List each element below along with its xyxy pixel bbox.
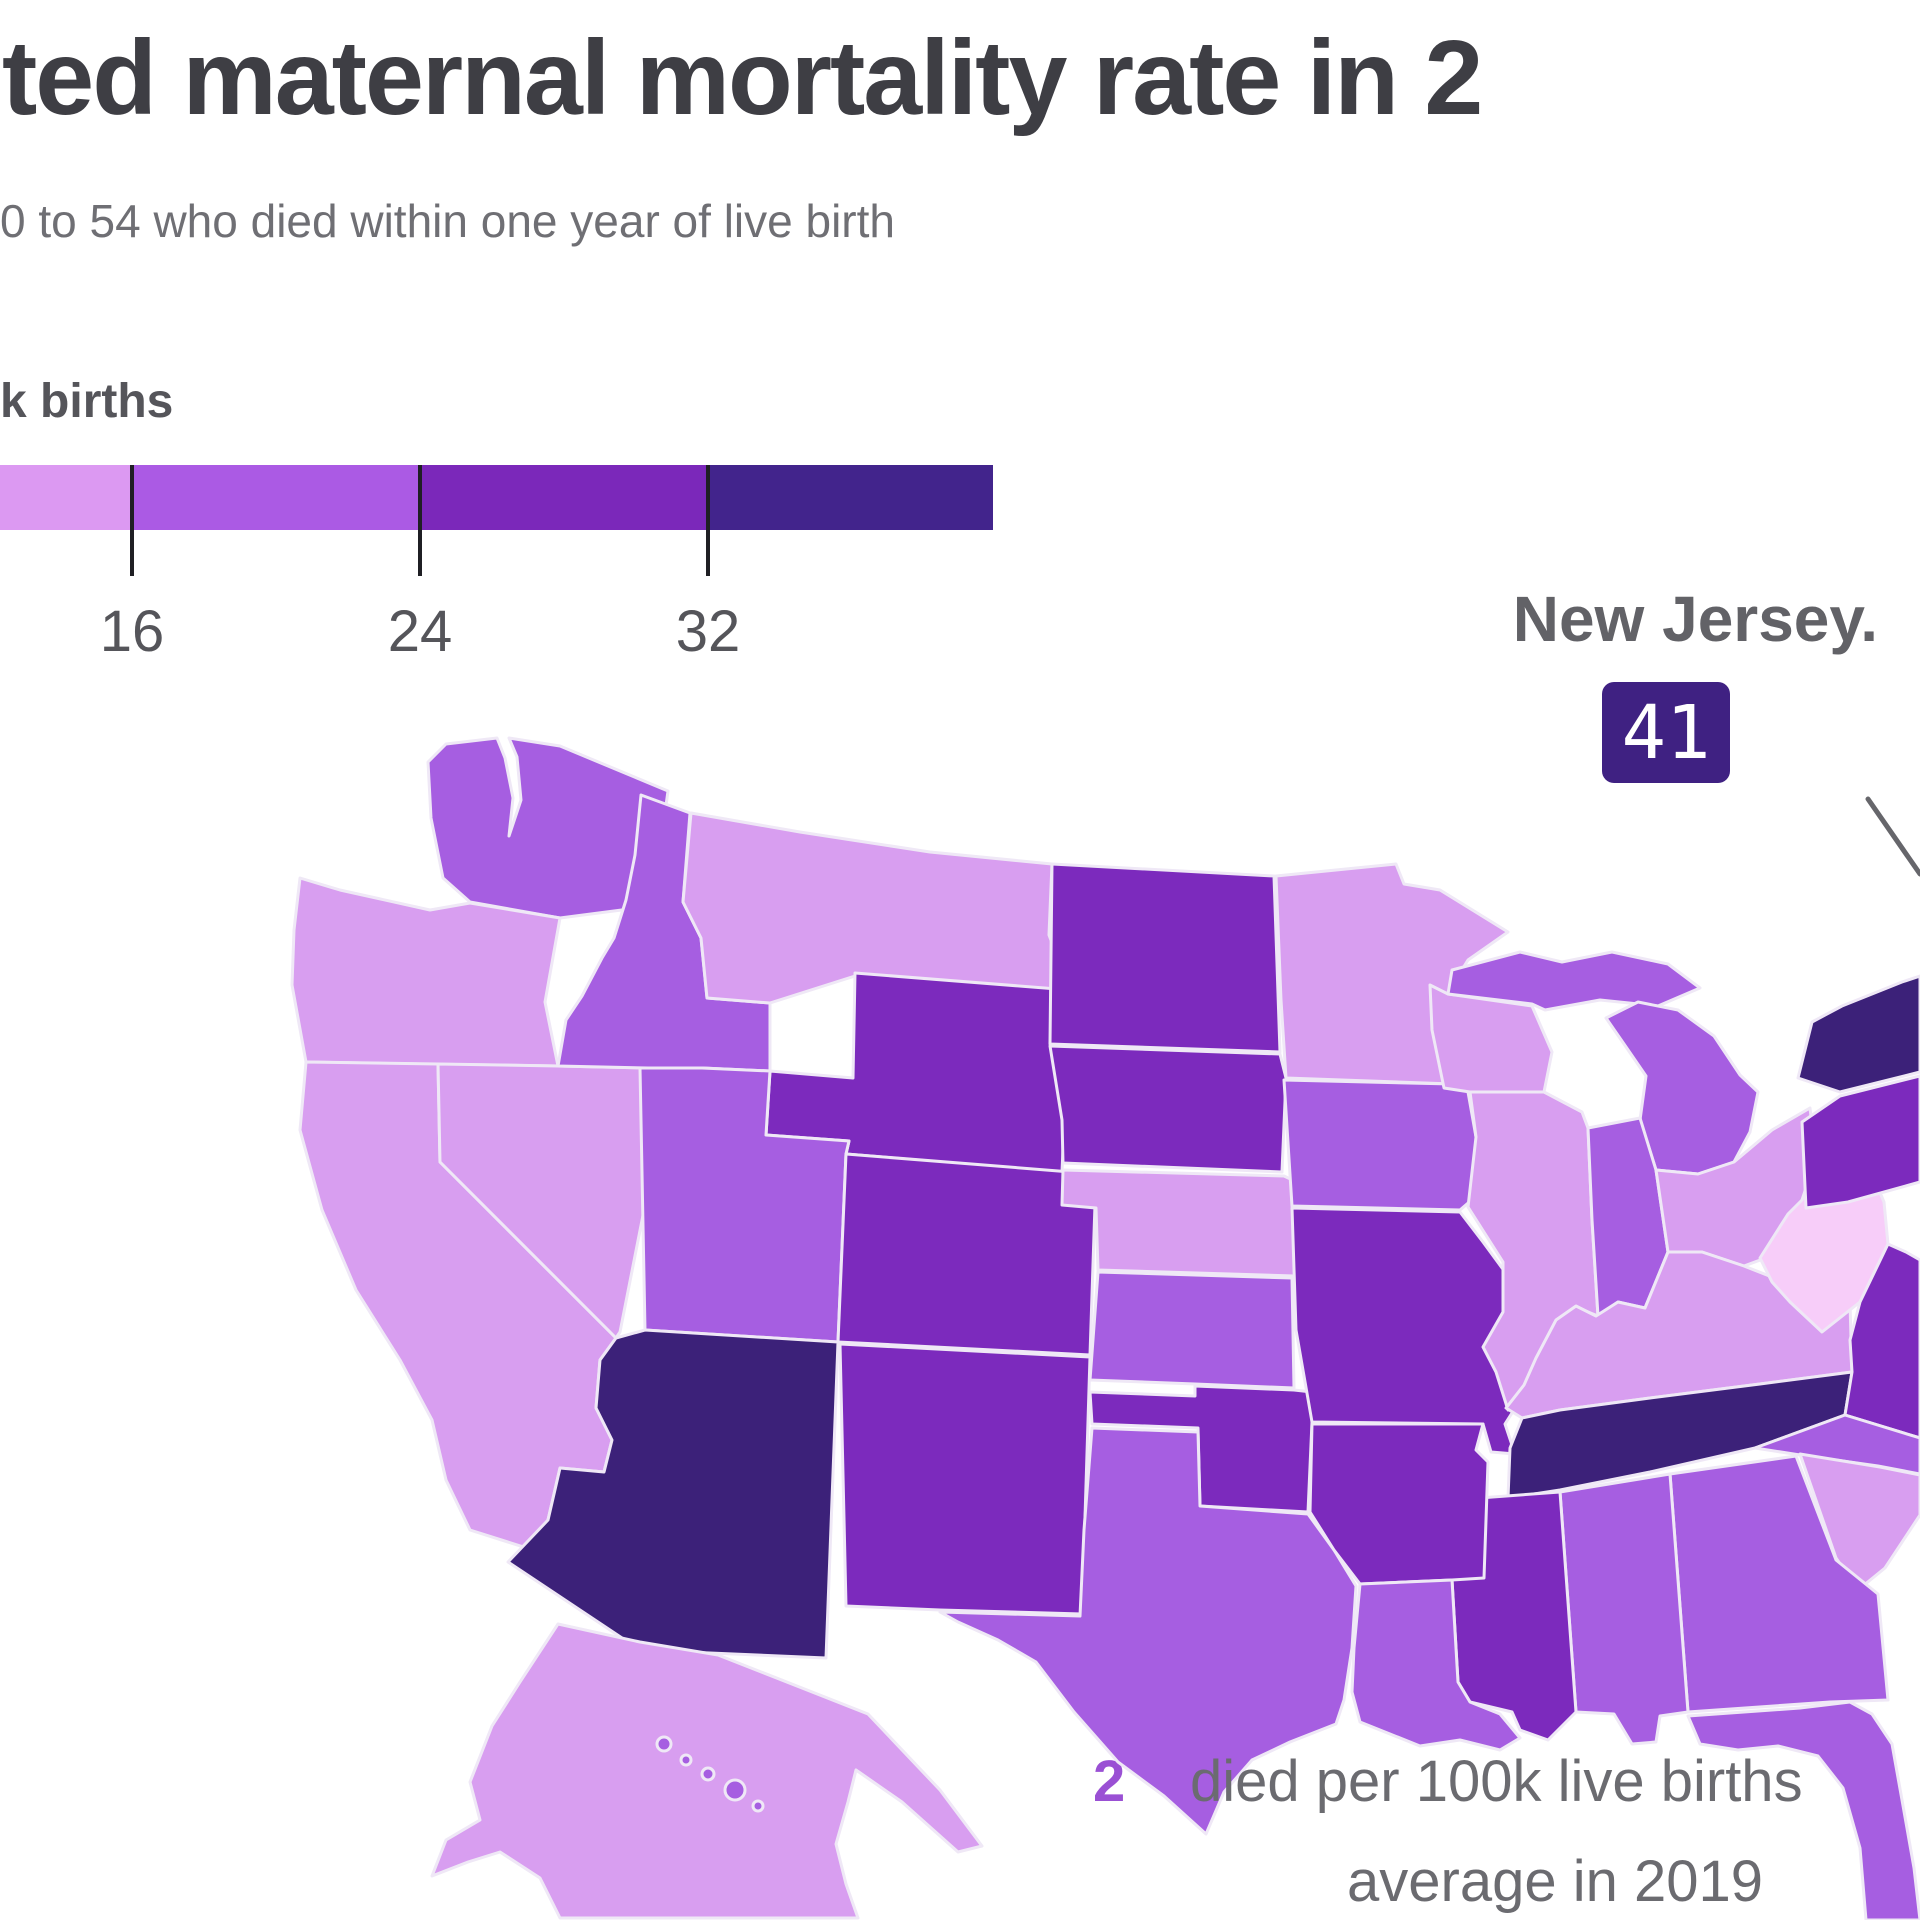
state-arkansas[interactable] (1308, 1422, 1490, 1586)
legend-segment-4 (708, 465, 993, 530)
annotation-value-badge: 41 (1602, 682, 1730, 783)
legend-segment-2 (132, 465, 420, 530)
state-north-dakota[interactable] (1048, 862, 1282, 1054)
state-florida[interactable] (1686, 1700, 1920, 1920)
state-arizona[interactable] (506, 1328, 840, 1660)
state-new-york[interactable] (1796, 974, 1920, 1094)
legend-unit-label: k births (0, 375, 174, 428)
states-group (290, 736, 1920, 1920)
state-south-dakota[interactable] (1048, 1044, 1288, 1174)
legend-tick-label-24: 24 (387, 599, 453, 664)
state-tennessee[interactable] (1506, 1370, 1854, 1500)
state-iowa[interactable] (1282, 1078, 1494, 1212)
state-oregon[interactable] (290, 876, 562, 1068)
annotation-state-label: New Jersey. (1512, 583, 1878, 655)
legend-tick-label-16: 16 (99, 599, 165, 664)
state-michigan-upper-peninsula[interactable] (1446, 950, 1702, 1012)
state-colorado[interactable] (836, 1152, 1098, 1357)
state-kansas[interactable] (1088, 1270, 1296, 1390)
legend-segment-1 (0, 465, 132, 530)
annotation-callout-line (1865, 796, 1920, 877)
state-virginia[interactable] (1843, 1242, 1920, 1440)
footnote-text-line1: died per 100k live births (1190, 1749, 1803, 1814)
state-hawaii[interactable] (655, 1735, 765, 1813)
chart-title: ted maternal mortality rate in 2 (2, 19, 1483, 137)
state-alabama[interactable] (1558, 1472, 1690, 1746)
state-missouri[interactable] (1290, 1206, 1521, 1456)
footnote-text-line2: average in 2019 (1347, 1849, 1763, 1914)
state-pennsylvania[interactable] (1800, 1074, 1920, 1210)
state-new-mexico[interactable] (838, 1342, 1092, 1616)
legend-color-bar (0, 465, 993, 576)
legend-tick-label-32: 32 (675, 599, 741, 664)
legend-segment-3 (420, 465, 708, 530)
chart-subtitle: 0 to 54 who died within one year of live… (0, 195, 895, 247)
state-louisiana[interactable] (1350, 1578, 1522, 1752)
state-washington[interactable] (426, 736, 670, 920)
state-georgia[interactable] (1668, 1454, 1890, 1714)
